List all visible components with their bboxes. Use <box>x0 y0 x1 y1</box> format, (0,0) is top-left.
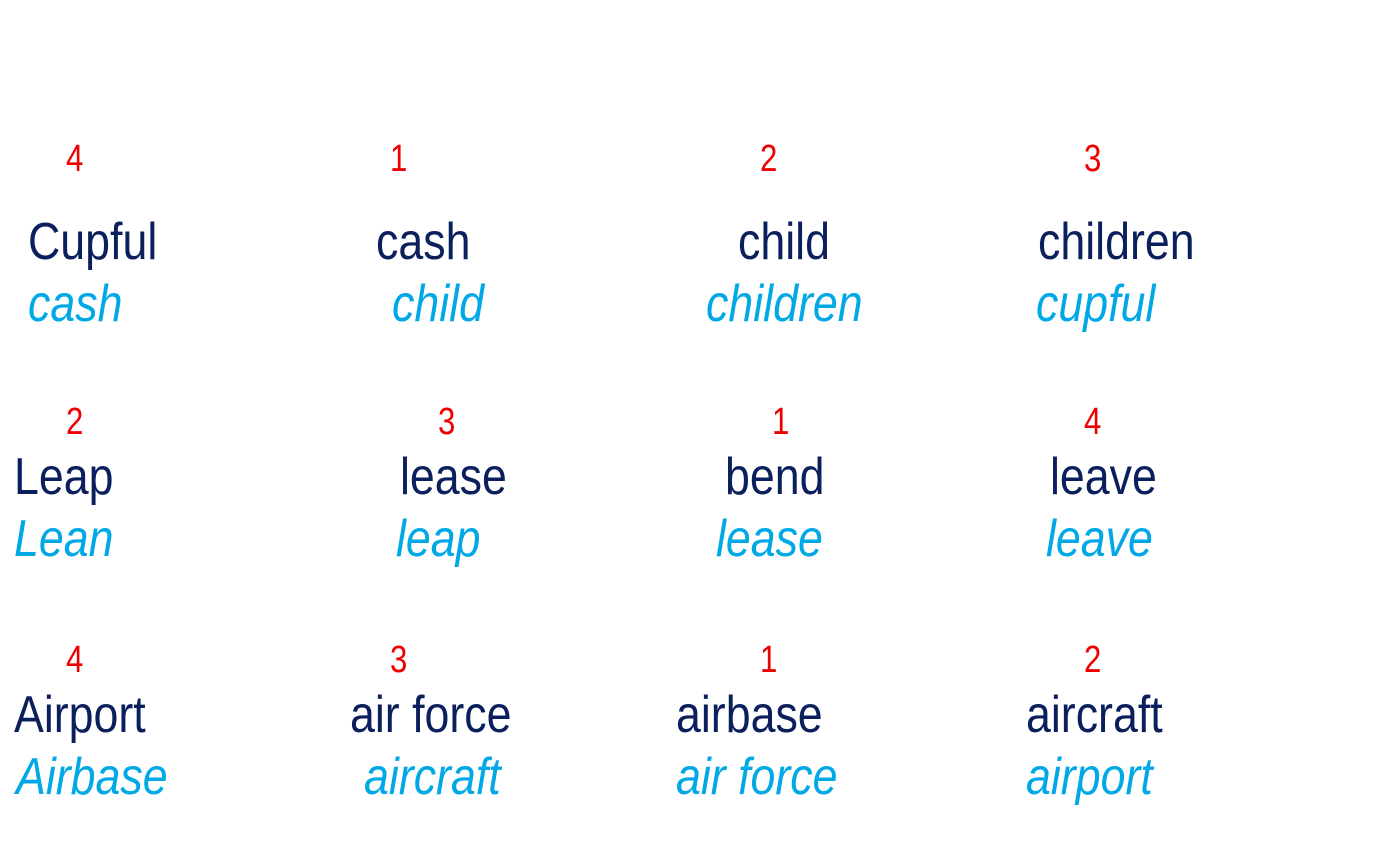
row2-col3-word: bend <box>725 448 825 506</box>
row1-col1-word: Cupful <box>28 213 158 271</box>
row3-col1-italic-word: Airbase <box>16 748 168 806</box>
row3-col2-number: 3 <box>390 639 408 681</box>
row2-col3-number: 1 <box>772 401 790 443</box>
row2-col4-number: 4 <box>1084 401 1102 443</box>
row1-col1-number: 4 <box>66 138 84 180</box>
row1-col2-number: 1 <box>390 138 408 180</box>
row3-col2-italic-word: aircraft <box>364 748 501 806</box>
row2-col3-italic-word: lease <box>716 510 823 568</box>
row1-col2-italic-word: child <box>392 275 484 333</box>
row1-col4-italic-word: cupful <box>1036 275 1156 333</box>
row3-col4-word: aircraft <box>1026 686 1163 744</box>
row1-col4-word: children <box>1038 213 1195 271</box>
row1-col4-number: 3 <box>1084 138 1102 180</box>
row1-col2-word: cash <box>376 213 471 271</box>
row3-col4-italic-word: airport <box>1026 748 1153 806</box>
row2-col2-number: 3 <box>438 401 456 443</box>
row1-col3-italic-word: children <box>706 275 863 333</box>
row2-col4-word: leave <box>1050 448 1157 506</box>
row2-col1-number: 2 <box>66 401 84 443</box>
row2-col2-word: lease <box>400 448 507 506</box>
row3-col1-word: Airport <box>14 686 146 744</box>
row3-col2-word: air force <box>350 686 512 744</box>
row2-col4-italic-word: leave <box>1046 510 1153 568</box>
row1-col1-italic-word: cash <box>28 275 123 333</box>
row1-col3-number: 2 <box>760 138 778 180</box>
row2-col1-italic-word: Lean <box>14 510 114 568</box>
row3-col3-italic-word: air force <box>676 748 838 806</box>
row2-col2-italic-word: leap <box>396 510 481 568</box>
row2-col1-word: Leap <box>14 448 114 506</box>
row3-col3-number: 1 <box>760 639 778 681</box>
row1-col3-word: child <box>738 213 830 271</box>
row3-col4-number: 2 <box>1084 639 1102 681</box>
row3-col1-number: 4 <box>66 639 84 681</box>
row3-col3-word: airbase <box>676 686 823 744</box>
